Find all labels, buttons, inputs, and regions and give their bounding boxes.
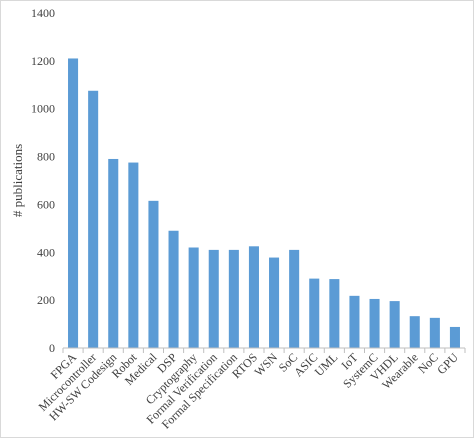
bar xyxy=(128,162,139,348)
bar xyxy=(248,246,259,348)
bar xyxy=(449,326,460,348)
y-tick-label: 600 xyxy=(37,197,55,211)
y-tick-label: 0 xyxy=(49,341,55,355)
y-tick-label: 200 xyxy=(37,293,55,307)
bars xyxy=(68,58,460,349)
y-axis-ticks: 0 200 400 600 800 1000 1200 1400 xyxy=(31,6,55,355)
bar xyxy=(208,249,219,348)
bar xyxy=(349,295,360,348)
bar xyxy=(369,298,380,348)
y-axis-title: # publications xyxy=(10,144,25,217)
y-tick-label: 1000 xyxy=(31,102,55,116)
bar xyxy=(88,90,99,349)
bar xyxy=(108,158,119,348)
x-category-label: GPU xyxy=(434,350,461,377)
x-category-label: UML xyxy=(312,350,341,379)
bar xyxy=(329,279,340,348)
bar xyxy=(148,200,159,348)
bar xyxy=(228,249,239,348)
bar xyxy=(409,316,420,348)
bar xyxy=(429,317,440,348)
y-tick-label: 1400 xyxy=(31,6,55,20)
y-tick-label: 800 xyxy=(37,150,55,164)
bar xyxy=(269,257,280,348)
bar xyxy=(188,247,199,348)
y-tick-label: 1200 xyxy=(31,54,55,68)
y-tick-label: 400 xyxy=(37,245,55,259)
x-axis-ticks xyxy=(62,348,466,353)
bar xyxy=(289,249,300,348)
bar xyxy=(309,278,320,348)
bar xyxy=(168,230,179,348)
bar xyxy=(389,301,400,348)
bar xyxy=(68,58,79,348)
